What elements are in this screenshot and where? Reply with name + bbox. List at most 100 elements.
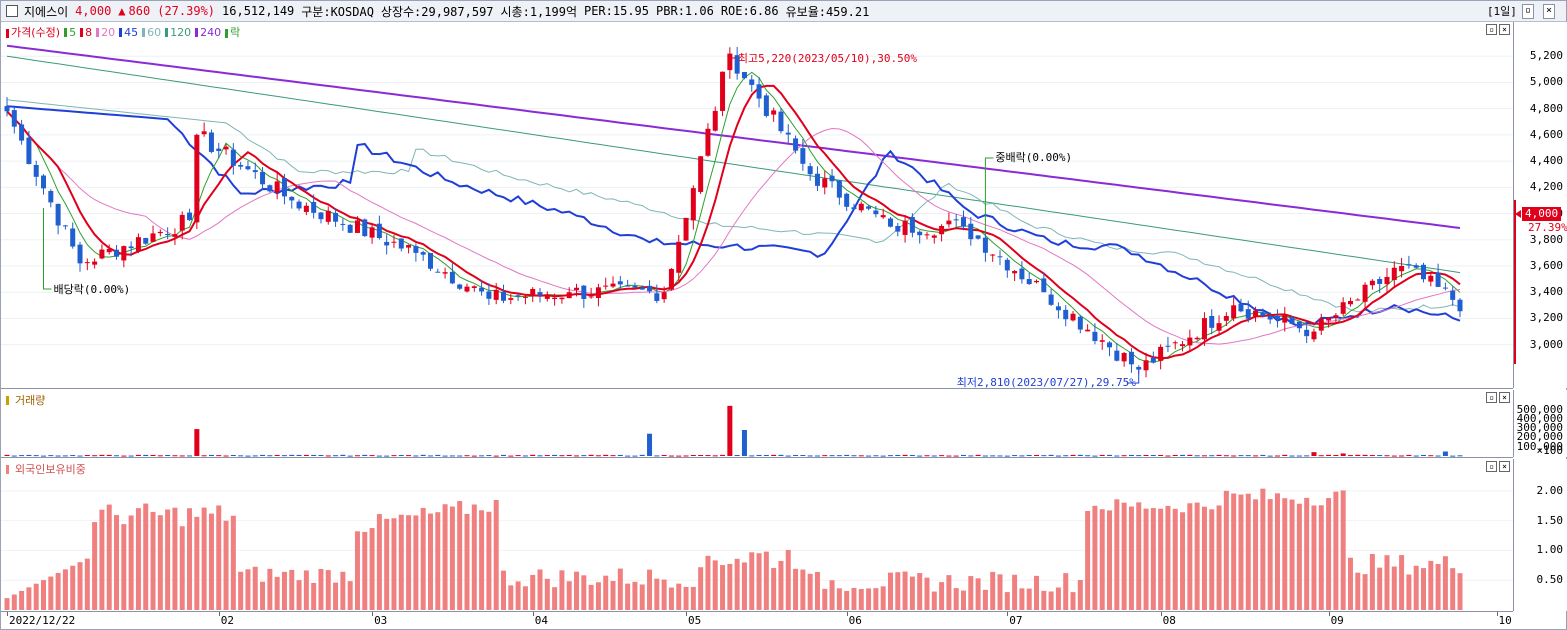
- pane-close-icon[interactable]: ×: [1499, 24, 1510, 35]
- foreign-legend: 외국인보유비중: [6, 461, 86, 477]
- foreign-ratio-bar: [712, 560, 718, 610]
- foreign-ratio-pane[interactable]: 외국인보유비중 ▫ ×: [1, 459, 1513, 612]
- candle-body: [880, 215, 886, 218]
- candle: [1099, 334, 1105, 350]
- candle-body: [19, 124, 25, 141]
- volume-bar: [756, 454, 762, 456]
- volume-bar: [508, 455, 514, 457]
- pane-close-icon[interactable]: ×: [1499, 392, 1510, 403]
- foreign-ratio-bar: [1019, 588, 1025, 610]
- volume-bar: [1326, 454, 1332, 456]
- candle: [997, 250, 1003, 266]
- candle-body: [252, 170, 258, 173]
- candle-body: [1055, 306, 1061, 311]
- select-checkbox[interactable]: [6, 5, 18, 17]
- legend-item-0[interactable]: 가격(수정): [6, 24, 60, 40]
- foreign-ratio-bar: [1340, 490, 1346, 610]
- pane-minimize-icon[interactable]: ▫: [1486, 461, 1497, 472]
- candle: [1114, 343, 1120, 362]
- candle: [354, 216, 360, 233]
- foreign-ratio-bar: [530, 574, 536, 610]
- volume-bar: [1048, 454, 1054, 456]
- pane-minimize-icon[interactable]: ▫: [1486, 392, 1497, 403]
- legend-item-7[interactable]: 240: [195, 26, 221, 39]
- foreign-ratio-bar: [968, 576, 974, 610]
- legend-item-8[interactable]: 락: [225, 24, 240, 40]
- close-icon[interactable]: ×: [1542, 3, 1555, 19]
- candle-body: [230, 149, 236, 166]
- candle: [267, 184, 273, 193]
- candle-body: [902, 220, 908, 235]
- foreign-ratio-chart: [1, 488, 1513, 610]
- candle-body: [11, 110, 17, 127]
- volume-bar: [1289, 455, 1295, 457]
- candle-body: [1296, 321, 1302, 329]
- volume-bar: [822, 455, 828, 457]
- volume-bar: [720, 454, 726, 456]
- foreign-ratio-bar: [1055, 587, 1061, 610]
- candle: [1274, 309, 1280, 328]
- foreign-ratio-bar: [62, 569, 68, 610]
- candle-body: [785, 132, 791, 135]
- current-price: 4,000: [75, 4, 112, 18]
- pane-close-icon[interactable]: ×: [1499, 461, 1510, 472]
- volume-bar: [559, 455, 565, 457]
- foreign-ratio-bar: [676, 583, 682, 610]
- volume-bar: [1457, 455, 1463, 457]
- volume-bar: [1041, 455, 1047, 457]
- candle: [924, 232, 930, 240]
- legend-item-1[interactable]: 5: [64, 26, 76, 39]
- volume-bar: [654, 455, 660, 457]
- candle: [552, 293, 558, 306]
- candle: [800, 139, 806, 171]
- candle: [1450, 286, 1456, 306]
- candle: [208, 129, 214, 154]
- volume-bar: [909, 454, 915, 456]
- minimize-icon[interactable]: ▫: [1521, 3, 1534, 19]
- legend-label: 120: [170, 25, 192, 39]
- ma-60-line: [6, 99, 1461, 313]
- candle-body: [924, 234, 930, 236]
- period-button[interactable]: [1일]: [1486, 5, 1517, 18]
- foreign-ratio-bar: [201, 507, 207, 610]
- candle: [457, 283, 463, 291]
- x-axis-label: 07: [1009, 614, 1023, 627]
- foreign-ratio-bar: [1180, 512, 1186, 610]
- volume-bar: [683, 455, 689, 457]
- legend-item-3[interactable]: 20: [96, 26, 115, 39]
- pane-minimize-icon[interactable]: ▫: [1486, 24, 1497, 35]
- candle-body: [70, 228, 76, 247]
- foreign-ratio-bar: [1136, 502, 1142, 610]
- volume-bar: [902, 454, 908, 456]
- legend-item-2[interactable]: 8: [80, 26, 92, 39]
- price-pane[interactable]: 최고5,220(2023/05/10),30.50% 최저2,810(2023/0…: [1, 22, 1513, 389]
- candle: [559, 297, 565, 304]
- current-price-pointer-icon: [1515, 209, 1521, 218]
- volume-pane-controls: ▫ ×: [1486, 392, 1510, 403]
- legend-item-5[interactable]: 60: [142, 26, 161, 39]
- legend-item-6[interactable]: 120: [165, 26, 191, 39]
- foreign-ratio-bar: [953, 588, 959, 610]
- volume-bar: [208, 454, 214, 456]
- candle-body: [420, 252, 426, 255]
- legend-item-4[interactable]: 45: [119, 26, 138, 39]
- foreign-ratio-bar: [836, 588, 842, 610]
- foreign-ratio-bar: [347, 581, 353, 610]
- high-marker: [729, 53, 736, 59]
- candle-body: [1289, 317, 1295, 324]
- volume-bar: [1099, 454, 1105, 456]
- volume-bar: [982, 455, 988, 457]
- foreign-ratio-bar: [537, 569, 543, 610]
- volume-bar: [1092, 455, 1098, 457]
- foreign-ratio-bar: [1384, 555, 1390, 610]
- candle: [172, 228, 178, 245]
- foreign-ratio-bar: [216, 505, 222, 610]
- volume-bar: [187, 455, 193, 457]
- candle: [245, 160, 251, 171]
- volume-bar: [814, 455, 820, 457]
- candle: [362, 218, 368, 237]
- foreign-ratio-bar: [844, 590, 850, 610]
- volume-pane[interactable]: 거래량 ▫ ×: [1, 390, 1513, 458]
- foreign-ratio-bar: [1282, 498, 1288, 610]
- market-type: 구분:KOSDAQ: [301, 4, 374, 19]
